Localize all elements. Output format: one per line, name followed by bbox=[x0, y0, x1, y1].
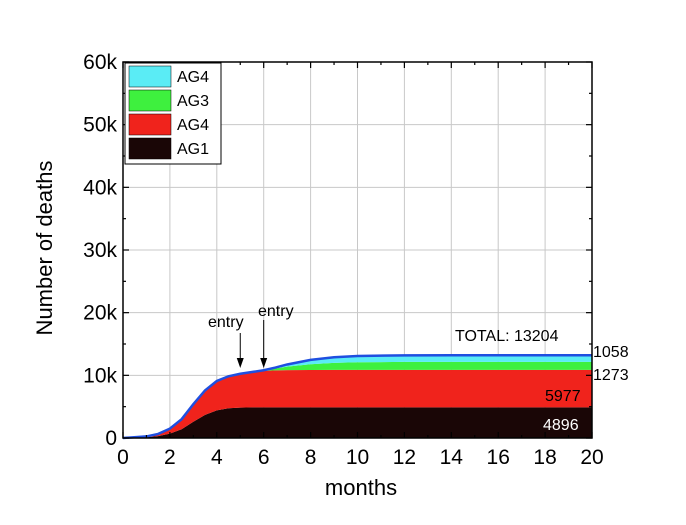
legend-swatch bbox=[128, 137, 172, 160]
x-tick-label: 14 bbox=[440, 446, 464, 469]
annotations: TOTAL: 13204 1058 1273 5977 4896 entry e… bbox=[208, 303, 629, 434]
legend-swatch bbox=[128, 113, 172, 136]
tick-labels: 0 2 4 6 8 10 12 14 16 18 20 0 10k 20k 30k 40k 50k 60k bbox=[83, 51, 604, 469]
x-tick-label: 4 bbox=[211, 446, 223, 469]
x-tick-label: 20 bbox=[580, 446, 603, 469]
total-boundary-line bbox=[122, 354, 592, 440]
value-label-ag4: 5977 bbox=[545, 388, 581, 405]
x-tick-label: 8 bbox=[305, 446, 317, 469]
entry-arrows bbox=[236, 320, 268, 368]
x-tick-label: 10 bbox=[346, 446, 369, 469]
axes bbox=[122, 61, 593, 439]
y-tick-label: 10k bbox=[83, 364, 117, 387]
entry-arrow-head bbox=[260, 358, 268, 368]
y-tick-label: 40k bbox=[83, 176, 117, 199]
y-axis-title: Number of deaths bbox=[32, 161, 57, 336]
legend: AG4 AG3 AG4 AG1 bbox=[124, 62, 222, 165]
y-tick-label: 50k bbox=[83, 114, 117, 137]
value-label-ag1: 4896 bbox=[543, 417, 579, 434]
legend-label: AG4 bbox=[177, 69, 209, 86]
legend-swatch bbox=[128, 89, 172, 112]
x-tick-label: 0 bbox=[117, 446, 129, 469]
value-label-ag4-top: 1058 bbox=[593, 344, 629, 361]
area-series-ag3-2 bbox=[123, 361, 592, 438]
area-series-ag1-0 bbox=[123, 407, 592, 438]
stacked-areas bbox=[122, 354, 592, 440]
entry-arrow-head bbox=[236, 358, 244, 368]
legend-swatch bbox=[128, 65, 172, 88]
entry-label-1: entry bbox=[208, 314, 244, 331]
value-label-ag3: 1273 bbox=[593, 367, 629, 384]
x-axis-title: months bbox=[325, 475, 397, 500]
x-tick-label: 6 bbox=[258, 446, 270, 469]
y-tick-label: 20k bbox=[83, 302, 117, 325]
y-tick-label: 60k bbox=[83, 51, 117, 74]
area-series-ag4-1 bbox=[123, 369, 592, 438]
y-tick-label: 30k bbox=[83, 239, 117, 262]
entry-label-2: entry bbox=[258, 303, 294, 320]
legend-label: AG1 bbox=[177, 141, 209, 158]
total-annotation: TOTAL: 13204 bbox=[455, 328, 559, 345]
x-tick-label: 16 bbox=[487, 446, 510, 469]
y-tick-label: 0 bbox=[105, 427, 117, 450]
x-tick-label: 18 bbox=[533, 446, 556, 469]
x-tick-label: 2 bbox=[164, 446, 176, 469]
legend-label: AG4 bbox=[177, 117, 209, 134]
x-tick-label: 12 bbox=[393, 446, 416, 469]
legend-label: AG3 bbox=[177, 93, 209, 110]
